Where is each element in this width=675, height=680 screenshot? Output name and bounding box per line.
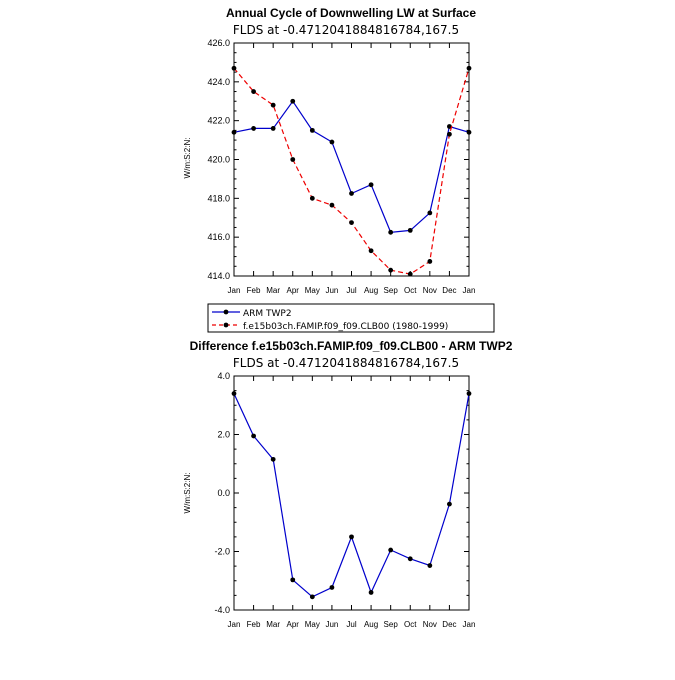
data-point-0 <box>231 391 237 396</box>
x-tick-label: Jun <box>325 286 338 295</box>
x-axis: Jan Feb Mar Apr May Jun Jul Aug Sep Oct Nov Dec Jan <box>228 376 476 629</box>
chart-title: Annual Cycle of Downwelling LW at Surfac… <box>226 6 476 20</box>
data-point-0 <box>309 594 315 600</box>
y-axis-label: W/m:S:2:N: <box>183 138 192 179</box>
legend: ARM TWP2 f.e15b03ch.FAMIP.f09_f09.CLB00 … <box>207 303 495 333</box>
chart-title: Difference f.e15b03ch.FAMIP.f09_f09.CLB0… <box>190 339 513 353</box>
legend-box <box>207 303 495 333</box>
data-point-0 <box>270 456 276 462</box>
data-point-1 <box>231 65 237 71</box>
data-point-1 <box>290 157 296 162</box>
data-point-0 <box>290 577 296 583</box>
data-point-0 <box>368 590 374 595</box>
data-point-1 <box>368 248 374 254</box>
data-point-0 <box>251 433 256 439</box>
x-tick-label: Mar <box>266 620 280 629</box>
data-point-0 <box>447 501 452 507</box>
x-tick-label: Jul <box>346 620 356 629</box>
data-point-0 <box>466 129 472 135</box>
x-tick-label: Apr <box>287 286 300 295</box>
y-tick-label: 420.0 <box>207 155 230 165</box>
x-tick-label: Apr <box>287 620 300 629</box>
data-point-0 <box>407 227 413 233</box>
x-tick-label: Aug <box>364 286 378 295</box>
x-tick-label: Jan <box>463 620 476 629</box>
x-tick-label: Mar <box>266 286 280 295</box>
data-point-0 <box>309 127 315 133</box>
x-tick-label: Oct <box>404 620 417 629</box>
data-point-0 <box>427 563 433 568</box>
data-point-1 <box>349 220 354 226</box>
x-tick-label: Jan <box>463 286 476 295</box>
y-tick-label: 4.0 <box>217 371 230 381</box>
data-point-0 <box>290 98 296 104</box>
chart-difference: Difference f.e15b03ch.FAMIP.f09_f09.CLB0… <box>183 339 513 629</box>
data-point-1 <box>270 102 276 108</box>
data-point-1 <box>329 202 335 208</box>
series-layer <box>231 391 472 600</box>
data-point-0 <box>251 126 256 131</box>
x-tick-label: Aug <box>364 620 378 629</box>
series-layer <box>231 65 472 277</box>
data-point-0 <box>447 124 452 129</box>
x-tick-label: Jan <box>228 286 241 295</box>
data-point-0 <box>349 191 354 196</box>
data-point-0 <box>231 129 237 135</box>
data-point-0 <box>329 139 335 145</box>
x-tick-label: Jan <box>228 620 241 629</box>
chart-subtitle: FLDS at -0.4712041884816784,167.5 <box>233 356 459 370</box>
data-point-0 <box>388 229 394 235</box>
x-tick-label: Sep <box>384 620 399 629</box>
data-point-1 <box>427 259 433 264</box>
y-tick-label: 416.0 <box>207 232 230 242</box>
y-axis-label: W/m:S:2:N: <box>183 473 192 514</box>
data-point-1 <box>466 65 472 71</box>
x-tick-label: Jul <box>346 286 356 295</box>
data-point-0 <box>270 126 276 131</box>
chart-annual-cycle: Annual Cycle of Downwelling LW at Surfac… <box>183 6 476 295</box>
y-tick-label: 2.0 <box>217 430 230 440</box>
data-point-0 <box>329 585 335 590</box>
chart-subtitle: FLDS at -0.4712041884816784,167.5 <box>233 23 459 37</box>
x-tick-label: Feb <box>247 286 261 295</box>
data-point-0 <box>368 182 374 188</box>
data-point-1 <box>407 271 413 277</box>
x-axis: Jan Feb Mar Apr May Jun Jul Aug Sep Oct Nov Dec Jan <box>228 43 476 295</box>
data-point-1 <box>309 195 315 201</box>
data-point-0 <box>427 210 433 216</box>
x-tick-label: Oct <box>404 286 417 295</box>
data-point-0 <box>349 534 354 540</box>
x-tick-label: May <box>305 286 320 295</box>
legend-marker-arm <box>223 309 229 315</box>
x-tick-label: Nov <box>423 286 437 295</box>
y-tick-label: 418.0 <box>207 193 230 203</box>
x-tick-label: May <box>305 620 320 629</box>
y-axis: 414.0 416.0 418.0 420.0 422.0 424.0 426.0 <box>207 38 469 281</box>
legend-label-arm: ARM TWP2 <box>243 309 292 319</box>
y-tick-label: 422.0 <box>207 116 230 126</box>
x-tick-label: Dec <box>442 286 456 295</box>
x-tick-label: Sep <box>384 286 399 295</box>
y-tick-label: 0.0 <box>217 488 230 498</box>
y-tick-label: 424.0 <box>207 77 230 87</box>
y-tick-label: 426.0 <box>207 38 230 48</box>
data-point-0 <box>388 547 394 553</box>
x-tick-label: Nov <box>423 620 437 629</box>
y-tick-label: -2.0 <box>214 547 230 557</box>
legend-label-model: f.e15b03ch.FAMIP.f09_f09.CLB00 (1980-199… <box>243 322 448 332</box>
data-point-0 <box>407 556 413 562</box>
data-point-1 <box>251 89 256 94</box>
y-tick-label: 414.0 <box>207 271 230 281</box>
x-tick-label: Dec <box>442 620 456 629</box>
data-point-1 <box>447 131 452 137</box>
data-point-1 <box>388 267 394 273</box>
legend-marker-model <box>223 322 229 328</box>
y-tick-label: -4.0 <box>214 605 230 615</box>
data-point-0 <box>466 391 472 396</box>
x-tick-label: Jun <box>325 620 338 629</box>
x-tick-label: Feb <box>247 620 261 629</box>
